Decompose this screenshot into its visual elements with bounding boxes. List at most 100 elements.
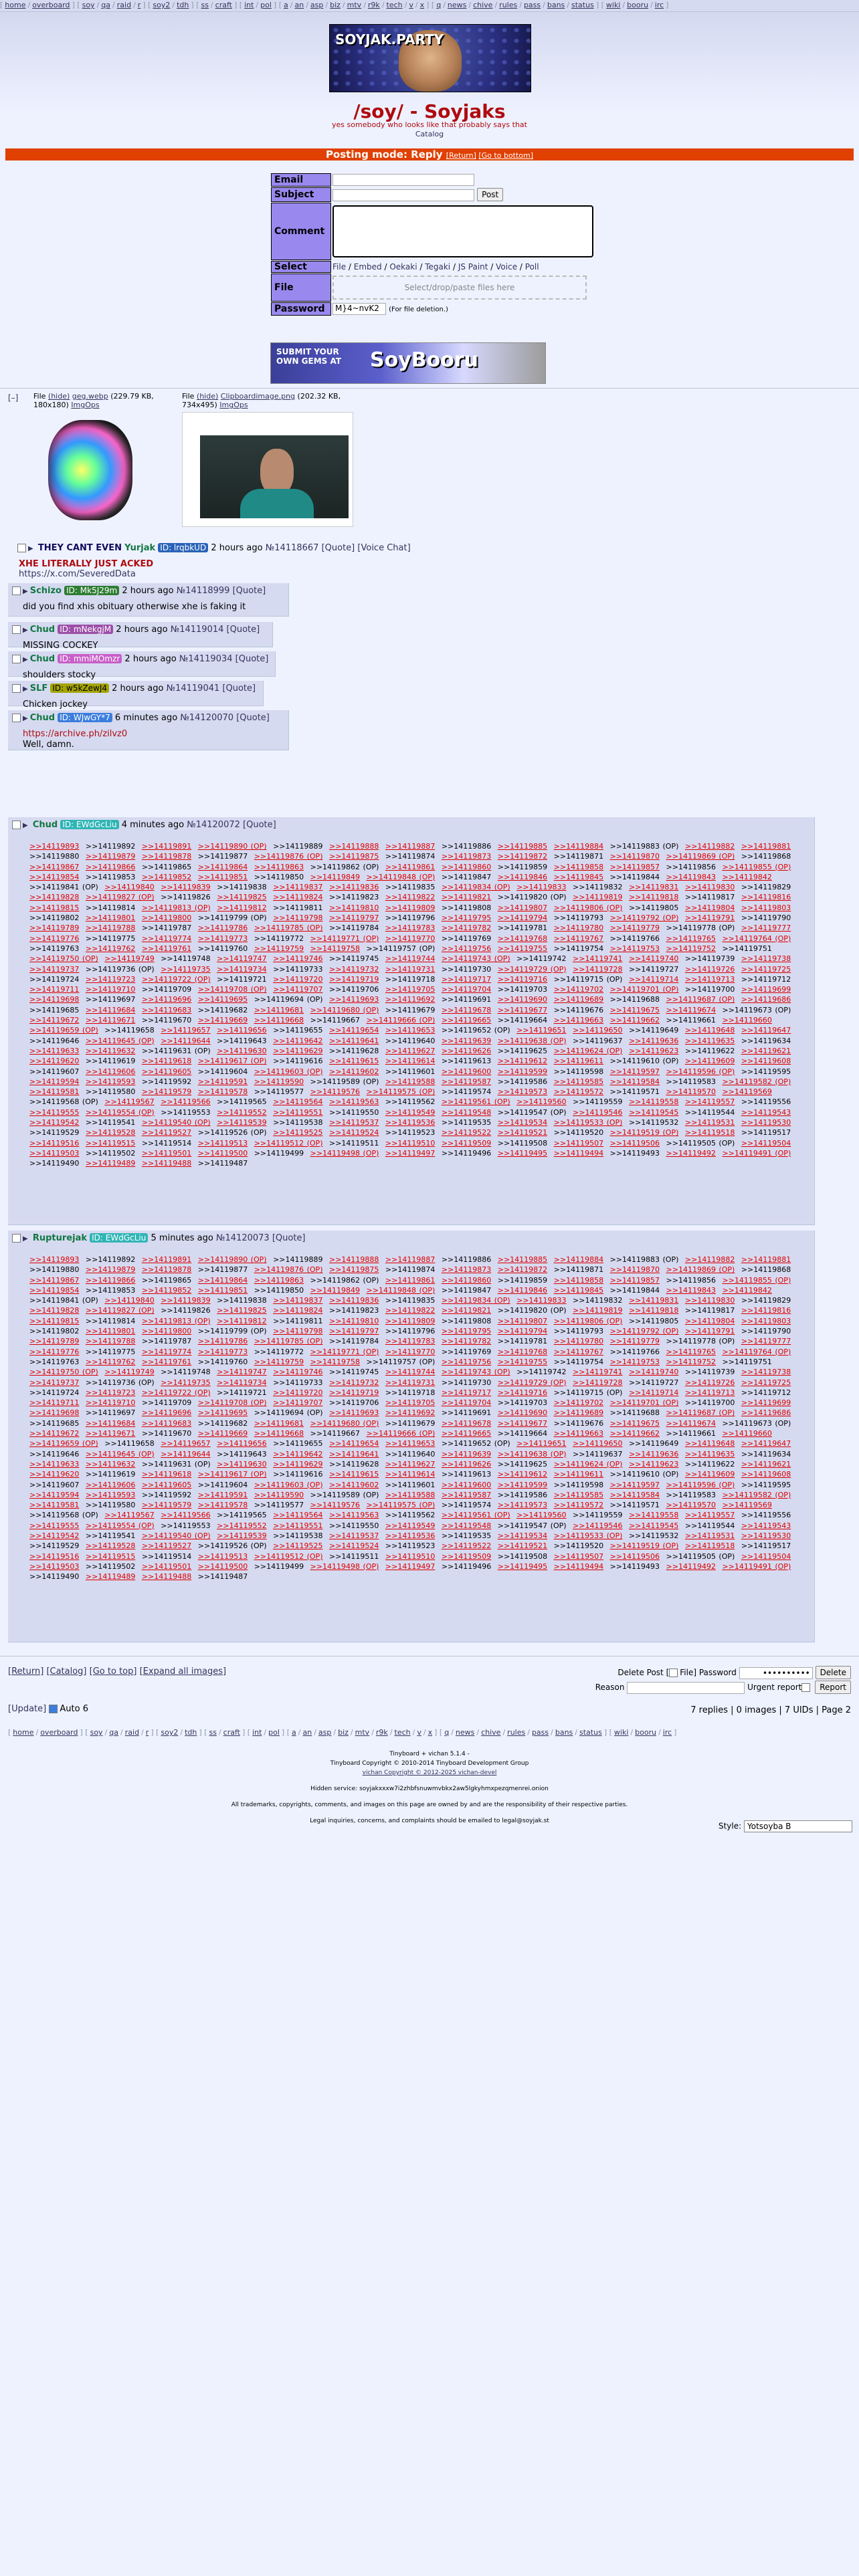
quote-link[interactable]: >>14119498 (OP)	[310, 1148, 379, 1158]
quote-link[interactable]: >>14119531	[684, 1118, 735, 1128]
quote-link[interactable]: >>14119832	[573, 883, 623, 892]
quote-link[interactable]: >>14119728	[573, 1378, 623, 1387]
quote-link[interactable]: >>14119545	[628, 1107, 679, 1117]
quote-link[interactable]: >>14119611	[553, 1470, 604, 1479]
quote-link[interactable]: >>14119609	[684, 1057, 735, 1066]
quote-link[interactable]: >>14119645 (OP)	[85, 1449, 155, 1459]
quote-link[interactable]: >>14119490	[29, 1572, 80, 1582]
nav-link-an[interactable]: an	[294, 1, 304, 9]
quote-link[interactable]: >>14119655	[273, 1026, 323, 1035]
quote-link[interactable]: >>14119871	[553, 1265, 604, 1275]
quote-link[interactable]: >>14119609	[684, 1470, 735, 1479]
quote-link[interactable]: >>14119565	[217, 1511, 267, 1520]
quote-link[interactable]: >>14119803	[741, 1316, 791, 1325]
quote-link[interactable]: >>14119886	[441, 1255, 492, 1264]
quote-link[interactable]: >>14119765	[666, 1347, 716, 1356]
quote-link[interactable]: >>14119584	[609, 1490, 660, 1499]
quote-link[interactable]: >>14119866	[85, 862, 136, 871]
quote-link[interactable]: >>14119826	[161, 893, 211, 902]
op-thumbnail-2[interactable]	[182, 412, 353, 527]
quote-link[interactable]: >>14119720	[273, 1388, 323, 1397]
update-link[interactable]: [Update]	[8, 1704, 47, 1714]
quote-link[interactable]: >>14119692	[385, 995, 436, 1004]
nav-link-soy[interactable]: soy	[90, 1728, 103, 1737]
quote-link[interactable]: >>14119736 (OP)	[85, 1378, 155, 1387]
nav-link-pol[interactable]: pol	[268, 1728, 280, 1737]
quote-link[interactable]: >>14119706	[328, 1398, 379, 1408]
nav-link-craft[interactable]: craft	[223, 1728, 240, 1737]
quote-link[interactable]: >>14119560	[516, 1511, 567, 1520]
quote-link[interactable]: >>14119629	[273, 1459, 323, 1469]
quote-link[interactable]: >>14119696	[141, 995, 192, 1004]
quote-link[interactable]: >>14119589 (OP)	[310, 1077, 379, 1086]
quote-link[interactable]: >>14119747	[217, 1368, 267, 1377]
quote-link[interactable]: >>14119758	[310, 944, 361, 953]
quote-link[interactable]: >>14119558	[628, 1511, 679, 1520]
quote-link[interactable]: >>14119592	[141, 1490, 192, 1499]
quote-link[interactable]: >>14119521	[497, 1541, 548, 1551]
nav-link-overboard[interactable]: overboard	[40, 1728, 78, 1737]
quote-link[interactable]: >>14119809	[385, 1316, 436, 1325]
quote-link[interactable]: >>14119838	[217, 1296, 267, 1305]
quote-link[interactable]: >>14119492	[666, 1148, 716, 1158]
op-quote-link[interactable]: [Quote]	[321, 543, 355, 553]
quote-link[interactable]: >>14119819	[573, 1306, 623, 1315]
quote-link[interactable]: >>14119495	[497, 1562, 548, 1571]
quote-link[interactable]: >>14119559	[573, 1511, 623, 1520]
quote-link[interactable]: >>14119747	[217, 954, 267, 964]
quote-link[interactable]: >>14119865	[141, 1275, 192, 1285]
quote-link[interactable]: >>14119890 (OP)	[197, 842, 267, 851]
quote-link[interactable]: >>14119544	[684, 1521, 735, 1530]
quote-link[interactable]: >>14119656	[217, 1026, 267, 1035]
quote-link[interactable]: >>14119837	[273, 883, 323, 892]
quote-link[interactable]: >>14119698	[29, 995, 80, 1004]
quote-link[interactable]: >>14119791	[684, 1327, 735, 1336]
nav-link-irc[interactable]: irc	[654, 1, 664, 9]
quote-link[interactable]: >>14119690	[497, 995, 548, 1004]
quote-link[interactable]: >>14119782	[441, 924, 492, 933]
quote-link[interactable]: >>14119761	[141, 944, 192, 953]
reply-uid[interactable]: ID: EWdGcLiu	[90, 1233, 149, 1243]
quote-link[interactable]: >>14119748	[161, 1368, 211, 1377]
quote-link[interactable]: >>14119850	[254, 1285, 304, 1295]
quote-link[interactable]: >>14119550	[328, 1521, 379, 1530]
nav-link-biz[interactable]: biz	[338, 1728, 349, 1737]
quote-link[interactable]: >>14119833	[516, 883, 567, 892]
quote-link[interactable]: >>14119808	[441, 1316, 492, 1325]
return-link[interactable]: [Return]	[8, 1667, 44, 1677]
quote-link[interactable]: >>14119517	[741, 1128, 791, 1138]
quote-link[interactable]: >>14119779	[609, 1337, 660, 1346]
quote-link[interactable]: >>14119522	[441, 1541, 492, 1551]
quote-link[interactable]: >>14119889	[273, 842, 323, 851]
quote-link[interactable]: >>14119504	[741, 1138, 791, 1148]
quote-link[interactable]: >>14119744	[385, 1368, 436, 1377]
quote-link[interactable]: >>14119679	[385, 1005, 436, 1014]
quote-link[interactable]: >>14119846	[497, 872, 548, 881]
quote-link[interactable]: >>14119763	[29, 1357, 80, 1366]
quote-link[interactable]: >>14119812	[217, 1316, 267, 1325]
quote-link[interactable]: >>14119678	[441, 1005, 492, 1014]
quote-link[interactable]: >>14119520	[553, 1128, 604, 1138]
quote-link[interactable]: >>14119893	[29, 1255, 80, 1264]
quote-link[interactable]: >>14119735	[161, 1378, 211, 1387]
reply-quote-link[interactable]: [Quote]	[235, 654, 269, 664]
quote-link[interactable]: >>14119731	[385, 1378, 436, 1387]
quote-link[interactable]: >>14119838	[217, 883, 267, 892]
quote-link[interactable]: >>14119494	[553, 1562, 604, 1571]
quote-link[interactable]: >>14119782	[441, 1337, 492, 1346]
quote-link[interactable]: >>14119664	[497, 1429, 548, 1438]
quote-link[interactable]: >>14119599	[497, 1480, 548, 1489]
quote-link[interactable]: >>14119680 (OP)	[310, 1005, 379, 1014]
quote-link[interactable]: >>14119612	[497, 1470, 548, 1479]
quote-link[interactable]: >>14119566	[161, 1097, 211, 1107]
quote-link[interactable]: >>14119579	[141, 1087, 192, 1097]
nav-link-asp[interactable]: asp	[310, 1, 324, 9]
quote-link[interactable]: >>14119810	[328, 903, 379, 912]
quote-link[interactable]: >>14119839	[161, 883, 211, 892]
nav-link-r[interactable]: r	[137, 1, 141, 9]
quote-link[interactable]: >>14119688	[609, 1408, 660, 1418]
quote-link[interactable]: >>14119817	[684, 893, 735, 902]
quote-link[interactable]: >>14119722 (OP)	[141, 974, 211, 984]
quote-link[interactable]: >>14119576	[310, 1087, 361, 1097]
quote-link[interactable]: >>14119807	[497, 903, 548, 912]
